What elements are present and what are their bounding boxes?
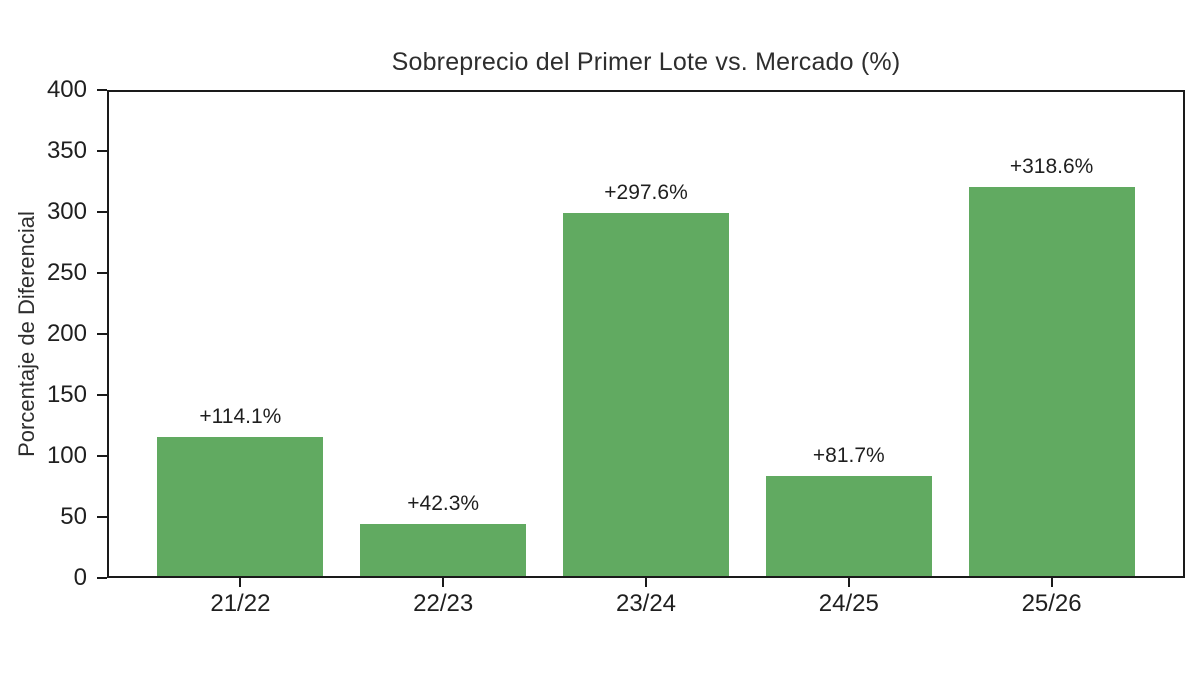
- x-tick-label: 22/23: [413, 590, 474, 617]
- bar: [563, 212, 729, 576]
- y-tick-mark: [97, 455, 107, 457]
- y-tick-mark: [97, 150, 107, 152]
- x-tick-label: 23/24: [615, 590, 677, 617]
- y-tick-label: 300: [46, 198, 87, 225]
- y-tick-label: 0: [73, 564, 87, 591]
- x-tick-mark: [1050, 578, 1053, 587]
- bar-value-label: +318.6%: [1009, 155, 1094, 179]
- y-tick-mark: [97, 89, 107, 91]
- y-tick-label: 350: [46, 137, 87, 164]
- y-tick-label: 250: [46, 259, 87, 286]
- y-tick-label: 200: [46, 320, 87, 347]
- x-tick-mark: [442, 578, 445, 587]
- bar-value-label: +81.7%: [812, 444, 885, 468]
- y-tick-mark: [97, 516, 107, 518]
- plot-area: [107, 90, 1185, 578]
- x-tick-mark: [847, 578, 850, 587]
- y-tick-label: 150: [46, 381, 87, 408]
- bar-value-label: +297.6%: [604, 180, 688, 204]
- y-tick-label: 100: [46, 442, 87, 469]
- bar: [765, 476, 932, 576]
- y-tick-mark: [97, 577, 107, 579]
- y-tick-mark: [97, 211, 107, 213]
- y-tick-label: 50: [60, 503, 87, 530]
- bar: [157, 436, 324, 576]
- bar: [360, 524, 527, 576]
- x-tick-mark: [239, 578, 242, 587]
- bar-value-label: +114.1%: [199, 404, 282, 428]
- chart-title: Sobreprecio del Primer Lote vs. Mercado …: [391, 48, 901, 76]
- bar-value-label: +42.3%: [407, 492, 480, 516]
- y-tick-mark: [97, 394, 107, 396]
- x-tick-label: 25/26: [1021, 590, 1082, 617]
- x-tick-label: 21/22: [210, 590, 271, 617]
- y-tick-label: 400: [46, 76, 87, 103]
- y-tick-mark: [97, 272, 107, 274]
- x-tick-label: 24/25: [818, 590, 879, 617]
- y-tick-mark: [97, 333, 107, 335]
- x-tick-mark: [645, 578, 647, 587]
- bar: [968, 187, 1135, 576]
